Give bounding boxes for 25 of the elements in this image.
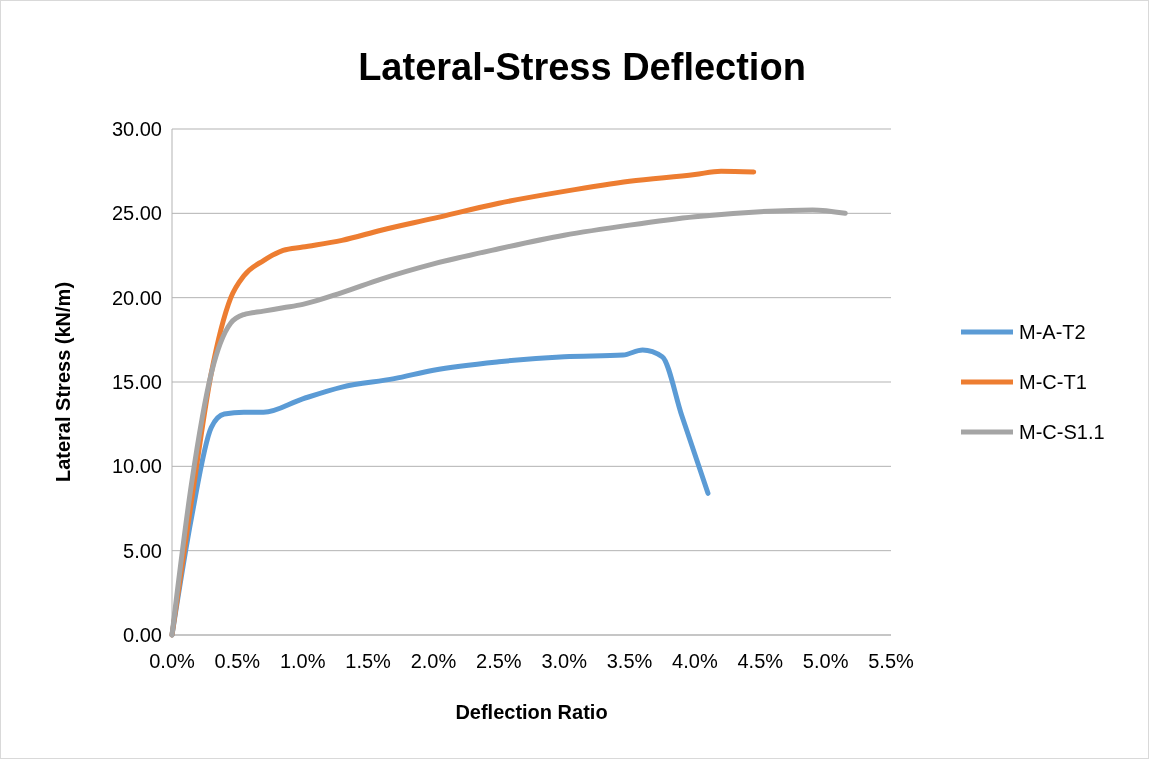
x-axis-title: Deflection Ratio [455,701,608,723]
y-tick-label: 30.00 [111,118,162,140]
x-tick-label: 5.5% [868,650,915,672]
y-axis-title: Lateral Stress (kN/m) [52,281,74,483]
chart-title: Lateral-Stress Deflection [358,46,806,88]
x-tick-label: 5.0% [802,650,849,672]
legend-label: M-A-T2 [1019,321,1086,343]
y-tick-label: 0.00 [123,624,162,646]
y-tick-label: 10.00 [111,455,162,478]
x-tick-label: 0.0% [149,650,196,672]
y-tick-label: 20.00 [111,286,162,309]
x-tick-label: 4.0% [672,650,718,672]
x-tick-label: 3.5% [606,650,653,672]
legend-label: M-C-S1.1 [1019,421,1105,443]
x-tick-label: 1.0% [279,650,326,672]
y-tick-label: 5.00 [123,539,162,562]
x-tick-label: 2.0% [410,650,457,672]
legend-label: M-C-T1 [1019,371,1087,393]
x-tick-label: 4.5% [737,650,784,672]
y-tick-label: 25.00 [111,202,162,225]
x-tick-label: 2.5% [476,650,522,672]
x-tick-label: 1.5% [345,650,392,672]
x-tick-label: 3.0% [541,650,588,672]
x-tick-label: 0.5% [214,650,261,672]
y-tick-label: 15.00 [111,371,162,393]
